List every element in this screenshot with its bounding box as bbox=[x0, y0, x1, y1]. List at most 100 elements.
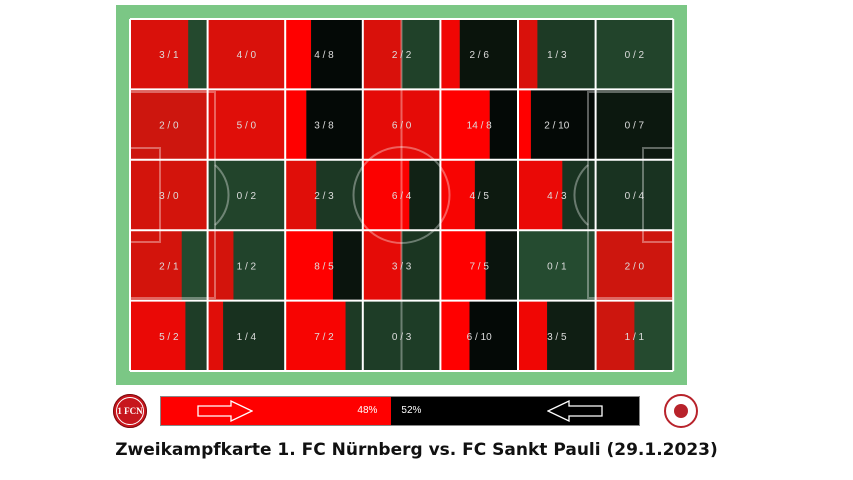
home-duel-share bbox=[440, 230, 486, 301]
zone-label: 2 / 0 bbox=[625, 261, 645, 272]
home-duel-share bbox=[207, 300, 224, 371]
duel-share-bar: 48% 52% bbox=[160, 396, 640, 426]
away-duel-share bbox=[362, 300, 441, 371]
zone-cell bbox=[518, 89, 596, 160]
zone-cell bbox=[595, 300, 674, 371]
home-duel-share bbox=[285, 89, 307, 160]
zone-cell bbox=[595, 230, 674, 301]
zone-cell bbox=[440, 19, 518, 90]
zone-background bbox=[595, 159, 674, 231]
zone-label: 1 / 1 bbox=[625, 332, 645, 343]
zone-label: 3 / 3 bbox=[392, 261, 412, 272]
chart-caption: Zweikampfkarte 1. FC Nürnberg vs. FC San… bbox=[115, 440, 718, 460]
zone-label: 6 / 0 bbox=[392, 121, 412, 132]
away-duel-share bbox=[530, 89, 596, 160]
away-duel-share bbox=[537, 19, 596, 90]
zone-label: 14 / 8 bbox=[467, 121, 492, 132]
home-duel-share bbox=[130, 230, 182, 301]
away-duel-share bbox=[485, 230, 518, 301]
away-duel-share bbox=[306, 89, 363, 160]
zone-label: 1 / 4 bbox=[237, 332, 257, 343]
away-duel-share bbox=[595, 19, 674, 90]
home-duel-share bbox=[518, 89, 531, 160]
centre-circle bbox=[352, 146, 451, 244]
home-duel-share bbox=[130, 89, 208, 160]
away-duel-share bbox=[474, 159, 518, 231]
away-duel-share bbox=[233, 230, 286, 301]
zone-label: 2 / 2 bbox=[392, 50, 412, 61]
home-duel-share bbox=[518, 19, 538, 90]
zone-cell bbox=[285, 19, 363, 90]
away-duel-share bbox=[311, 19, 363, 90]
duel-share-area: 1 FCN 48% 52% bbox=[0, 390, 853, 434]
home-share-fill bbox=[161, 397, 392, 425]
home-duel-share bbox=[518, 159, 563, 231]
home-duel-share bbox=[595, 230, 674, 301]
zone-cell bbox=[207, 89, 286, 160]
away-duel-share bbox=[595, 159, 674, 231]
arrow-right-icon bbox=[197, 400, 253, 422]
zone-label: 2 / 3 bbox=[314, 191, 334, 202]
zone-cell bbox=[130, 300, 208, 371]
away-duel-share bbox=[401, 230, 441, 301]
zone-cell bbox=[518, 230, 596, 301]
zone-label: 2 / 0 bbox=[159, 121, 179, 132]
zone-labels: 3 / 1 4 / 0 4 / 8 2 / 2 2 / 6 1 / 3 0 / 2 2 / 0… bbox=[159, 50, 644, 343]
zone-cell bbox=[440, 89, 518, 160]
zone-label: 1 / 3 bbox=[547, 50, 567, 61]
home-duel-share bbox=[285, 300, 346, 371]
zone-label: 7 / 2 bbox=[314, 332, 334, 343]
home-duel-share bbox=[285, 159, 317, 231]
zone-background bbox=[362, 300, 441, 371]
zone-label: 8 / 5 bbox=[314, 261, 334, 272]
zone-label: 1 / 2 bbox=[237, 261, 257, 272]
zone-background bbox=[595, 19, 674, 90]
zone-label: 0 / 2 bbox=[237, 191, 257, 202]
home-duel-share bbox=[130, 159, 208, 231]
home-duel-share bbox=[285, 19, 312, 90]
away-duel-share bbox=[401, 19, 441, 90]
zone-cell bbox=[130, 159, 208, 231]
zone-cell bbox=[362, 159, 441, 231]
zone-cell bbox=[285, 230, 363, 301]
home-duel-share bbox=[518, 300, 548, 371]
zone-cell bbox=[362, 230, 441, 301]
away-duel-share bbox=[409, 159, 441, 231]
zone-label: 2 / 10 bbox=[544, 121, 569, 132]
away-share-label: 52% bbox=[401, 405, 422, 416]
zone-label: 0 / 3 bbox=[392, 332, 412, 343]
home-duel-share bbox=[440, 89, 490, 160]
zone-cell bbox=[207, 230, 286, 301]
home-duel-share bbox=[207, 230, 234, 301]
away-duel-share bbox=[185, 300, 208, 371]
home-duel-share bbox=[440, 19, 460, 90]
zone-cell bbox=[207, 19, 286, 90]
away-duel-share bbox=[634, 300, 674, 371]
away-duel-share bbox=[316, 159, 363, 231]
zone-cell bbox=[440, 300, 518, 371]
zone-label: 3 / 0 bbox=[159, 191, 179, 202]
home-duel-share bbox=[285, 230, 333, 301]
zone-cell bbox=[130, 89, 208, 160]
arrow-left-icon bbox=[547, 400, 603, 422]
zone-label: 0 / 2 bbox=[625, 50, 645, 61]
zone-label: 5 / 0 bbox=[237, 121, 257, 132]
home-duel-share bbox=[130, 19, 189, 90]
zone-label: 4 / 8 bbox=[314, 50, 334, 61]
zone-label: 3 / 5 bbox=[547, 332, 567, 343]
zone-label: 6 / 4 bbox=[392, 191, 412, 202]
zone-background bbox=[518, 230, 596, 301]
zone-grid bbox=[129, 18, 675, 372]
away-duel-share bbox=[459, 19, 518, 90]
fcn-logo: 1 FCN bbox=[113, 394, 147, 428]
duel-map-pitch: 3 / 1 4 / 0 4 / 8 2 / 2 2 / 6 1 / 3 0 / 2 2 / 0… bbox=[116, 5, 687, 385]
zone-label: 2 / 6 bbox=[469, 50, 489, 61]
away-duel-share bbox=[547, 300, 596, 371]
home-duel-share bbox=[595, 300, 635, 371]
zone-cell bbox=[362, 300, 441, 371]
zone-label: 4 / 0 bbox=[237, 50, 257, 61]
home-duel-share bbox=[362, 230, 402, 301]
home-duel-share bbox=[440, 300, 470, 371]
away-duel-share bbox=[207, 159, 286, 231]
zone-label: 5 / 2 bbox=[159, 332, 179, 343]
